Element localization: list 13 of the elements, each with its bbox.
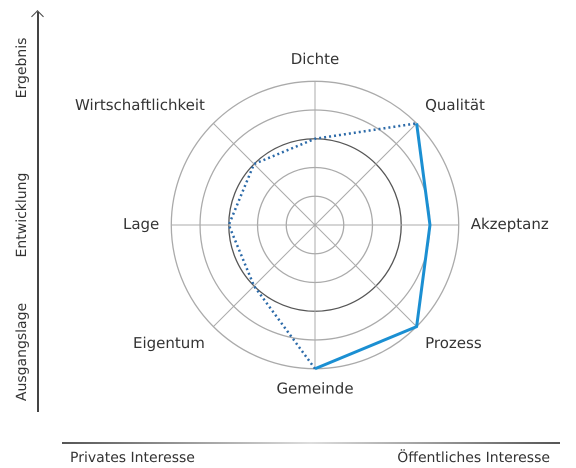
text: Öffentliches Interesse — [397, 450, 550, 466]
spoke-label: Prozess — [425, 334, 482, 352]
spoke-label: Eigentum — [132, 334, 205, 352]
text: Ergebnis — [14, 38, 30, 98]
text: Entwicklung — [14, 172, 30, 258]
spoke-label: Qualität — [425, 96, 486, 114]
spoke-label: Wirtschaftlichkeit — [74, 96, 205, 114]
spoke-label: Akzeptanz — [470, 214, 549, 233]
text: Ausgangslage — [14, 302, 30, 402]
text: Privates Interesse — [70, 450, 195, 466]
spoke-label: Lage — [122, 214, 160, 233]
spoke-label: Dichte — [290, 50, 340, 68]
spoke-label: Gemeinde — [276, 380, 354, 398]
